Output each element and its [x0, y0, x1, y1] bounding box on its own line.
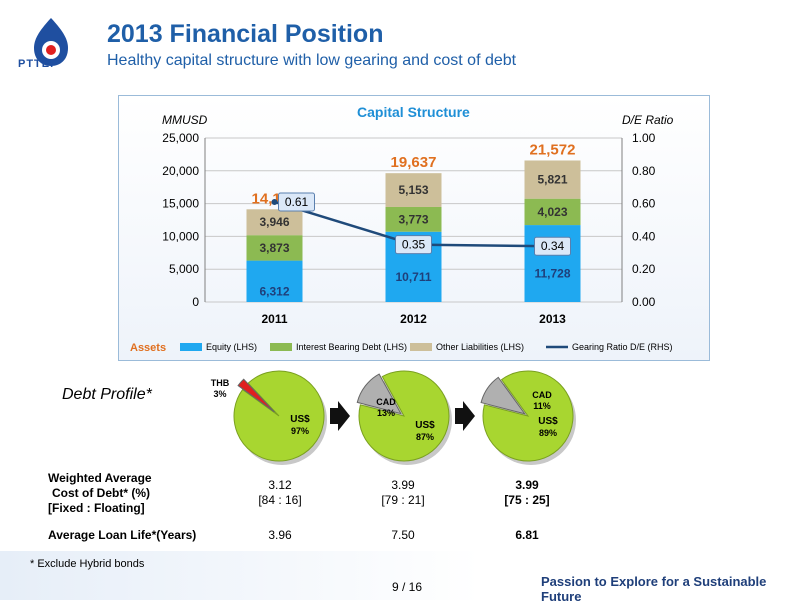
legend-label: Other Liabilities (LHS) — [436, 342, 524, 352]
bar-segment — [524, 160, 581, 199]
life-2013: 6.81 — [515, 528, 539, 542]
bar-data-label: 10,711 — [395, 270, 431, 284]
y2-tick-label: 0.80 — [632, 164, 656, 178]
x-tick-label: 2011 — [261, 312, 287, 326]
pttep-logo — [34, 18, 68, 66]
y2-tick-label: 0.40 — [632, 229, 656, 243]
x-tick-label: 2013 — [539, 312, 566, 326]
bar-data-label: 11,728 — [534, 267, 570, 281]
bar-data-label: 6,312 — [259, 284, 289, 298]
page-subtitle: Healthy capital structure with low geari… — [107, 52, 517, 69]
legend-label: Gearing Ratio D/E (RHS) — [572, 342, 673, 352]
y-tick-label: 0 — [192, 295, 199, 309]
bar-data-label: 5,153 — [398, 183, 428, 197]
cost-2013: 3.99 — [515, 478, 539, 492]
cost-2012: 3.99 — [391, 478, 415, 492]
line-label-box — [395, 235, 432, 255]
life-2012: 7.50 — [391, 528, 415, 542]
bar-data-label: 4,023 — [537, 205, 567, 219]
y2-tick-label: 0.20 — [632, 262, 656, 276]
ratio-2013: [75 : 25] — [504, 493, 550, 507]
footnote: * Exclude Hybrid bonds — [30, 558, 145, 570]
y-tick-label: 20,000 — [162, 164, 199, 178]
ratio-2011: [84 : 16] — [258, 493, 302, 507]
legend-swatch — [270, 343, 292, 351]
line-data-label: 0.61 — [285, 195, 309, 209]
row-label-weighted-average: Weighted Average — [48, 471, 152, 485]
footer-band — [0, 551, 800, 600]
bar-data-label: 3,873 — [259, 241, 289, 255]
line-label-box — [534, 236, 571, 256]
bar-segment — [524, 198, 581, 226]
y2-tick-label: 1.00 — [632, 131, 656, 145]
legend-prefix: Assets — [130, 342, 166, 354]
chart-title: Capital Structure — [357, 104, 470, 120]
bar-segment — [385, 173, 442, 207]
legend-label: Equity (LHS) — [206, 342, 257, 352]
row-label-cost-of-debt: Cost of Debt* (%) — [52, 486, 150, 500]
bar-data-label: 3,773 — [398, 212, 428, 226]
bar-segment — [385, 206, 442, 232]
line-data-label: 0.35 — [402, 238, 426, 252]
cost-2011: 3.12 — [268, 478, 292, 492]
y-tick-label: 5,000 — [169, 262, 199, 276]
x-tick-label: 2012 — [400, 312, 427, 326]
legend-swatch — [410, 343, 432, 351]
bar-segment — [524, 225, 581, 302]
ratio-2012: [79 : 21] — [381, 493, 425, 507]
y2-tick-label: 0.60 — [632, 197, 656, 211]
page-number: 9 / 16 — [392, 580, 423, 594]
y-tick-label: 25,000 — [162, 131, 199, 145]
legend-label: Interest Bearing Debt (LHS) — [296, 342, 407, 352]
bar-segment — [246, 235, 303, 261]
bar-data-label: 3,946 — [259, 215, 289, 229]
line-data-label: 0.34 — [541, 239, 565, 253]
y-tick-label: 10,000 — [162, 229, 199, 243]
legend-swatch — [180, 343, 202, 351]
y-axis-label: MMUSD — [162, 113, 208, 127]
debt-profile-title: Debt Profile* — [62, 386, 152, 403]
y2-axis-label: D/E Ratio — [622, 113, 674, 127]
row-label-fixed-floating: [Fixed : Floating] — [48, 501, 145, 515]
y2-tick-label: 0.00 — [632, 295, 656, 309]
y-tick-label: 15,000 — [162, 197, 199, 211]
line-point — [271, 198, 278, 205]
bar-total-label: 19,637 — [391, 154, 437, 171]
bar-segment — [246, 260, 303, 302]
page-title: 2013 Financial Position — [107, 20, 384, 48]
logo-text: PTTEP — [18, 58, 59, 70]
row-label-loan-life: Average Loan Life*(Years) — [48, 528, 197, 542]
line-label-box — [278, 192, 315, 212]
bar-total-label: 21,572 — [530, 141, 576, 158]
bar-data-label: 5,821 — [537, 173, 567, 187]
life-2011: 3.96 — [268, 528, 292, 542]
bar-segment — [246, 209, 303, 236]
